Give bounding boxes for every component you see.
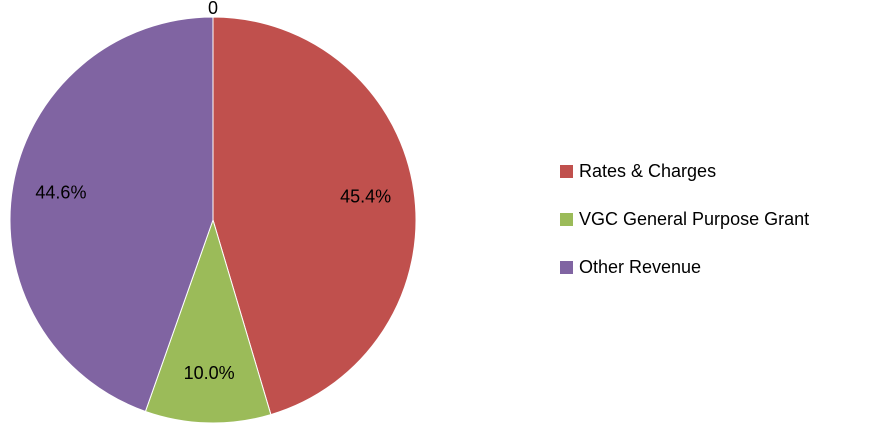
data-label: 0: [208, 0, 218, 18]
data-label: 10.0%: [184, 363, 235, 383]
legend-swatch: [560, 261, 573, 274]
legend-label: Rates & Charges: [579, 161, 716, 181]
legend-label: VGC General Purpose Grant: [579, 209, 809, 229]
legend-swatch: [560, 213, 573, 226]
pie-slice: [144, 218, 272, 424]
pie-slice: [9, 16, 214, 413]
data-label: 45.4%: [340, 187, 391, 207]
data-label: 44.6%: [35, 183, 86, 203]
legend-label: Other Revenue: [579, 257, 701, 277]
pie-slice: [212, 16, 417, 416]
legend-swatch: [560, 165, 573, 178]
